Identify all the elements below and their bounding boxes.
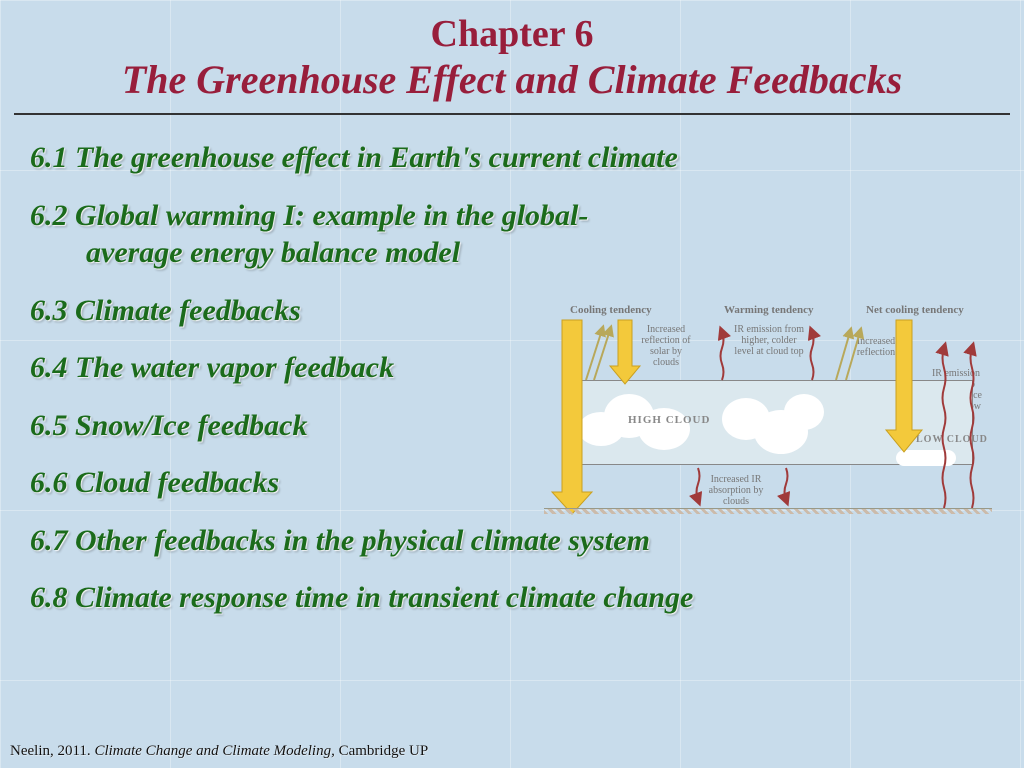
- chapter-subtitle: The Greenhouse Effect and Climate Feedba…: [0, 56, 1024, 103]
- citation-publisher: Cambridge UP: [335, 743, 428, 759]
- citation-footer: Neelin, 2011. Climate Change and Climate…: [10, 743, 428, 760]
- cloud-feedback-diagram: Cooling tendency Warming tendency Net co…: [526, 302, 1006, 532]
- title-block: Chapter 6 The Greenhouse Effect and Clim…: [0, 0, 1024, 109]
- citation-book: Climate Change and Climate Modeling,: [94, 743, 334, 759]
- chapter-label: Chapter 6: [0, 12, 1024, 56]
- diagram-arrows: [526, 302, 1006, 532]
- section-item: 6.8 Climate response time in transient c…: [30, 579, 994, 617]
- section-item: 6.2 Global warming I: example in the glo…: [30, 197, 650, 272]
- diagram-ground: [544, 508, 992, 514]
- citation-author: Neelin, 2011.: [10, 743, 94, 759]
- section-item: 6.1 The greenhouse effect in Earth's cur…: [30, 139, 994, 177]
